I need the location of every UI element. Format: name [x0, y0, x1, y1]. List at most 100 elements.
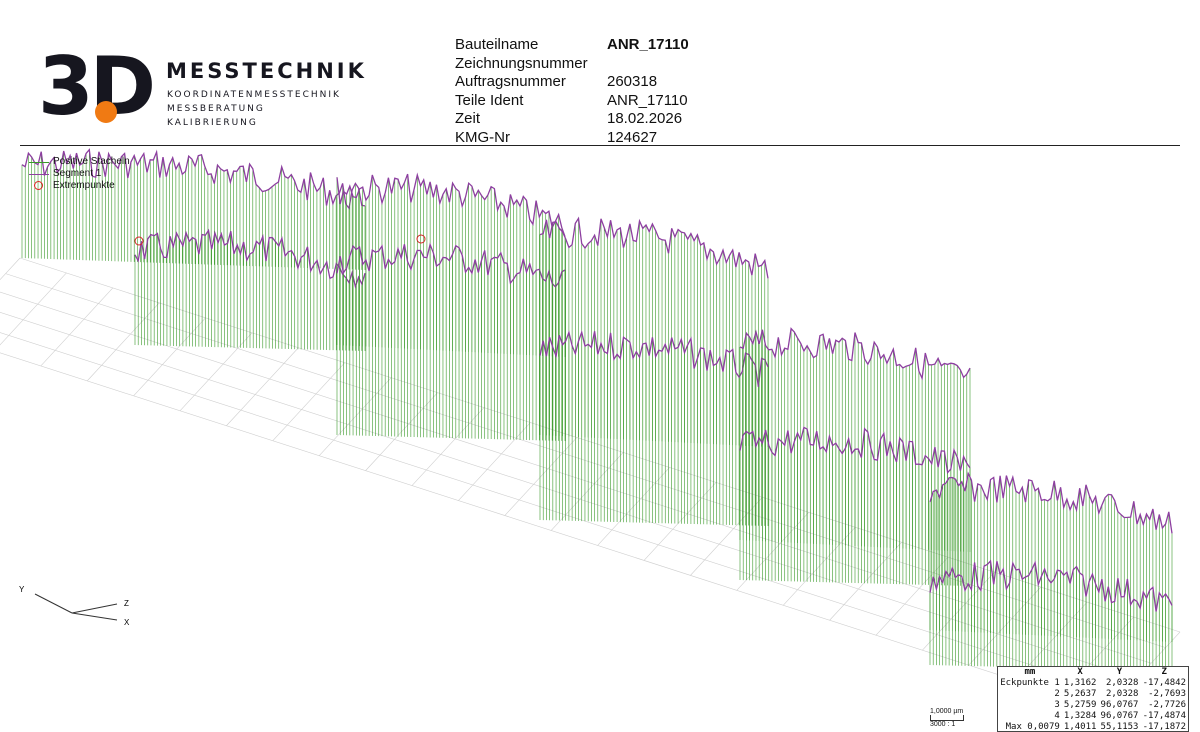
grid-line	[0, 272, 67, 346]
table-cell: 5,2759	[1063, 700, 1097, 710]
segment-1-profile	[929, 559, 1173, 612]
triad-label-z: Z	[124, 599, 129, 608]
company-logo: 3D MESSTECHNIK KOORDINATENMESSTECHNIK ME…	[38, 47, 388, 135]
grid-line	[226, 347, 299, 426]
table-header: Y	[1116, 667, 1123, 677]
axis-triad: Y Z X	[19, 585, 130, 627]
table-header: mm	[1024, 667, 1036, 677]
grid-line	[272, 362, 346, 441]
table-cell: 5,2637	[1063, 689, 1097, 699]
logo-title: MESSTECHNIK	[166, 59, 367, 83]
legend-line-green	[29, 162, 49, 163]
triad-label-y: Y	[19, 585, 25, 594]
legend-item-spikes: Positive Stacheln	[27, 156, 130, 168]
table-cell: 1,3162	[1063, 678, 1097, 688]
part-info-label: Teile Ident	[455, 91, 524, 109]
table-header: Z	[1161, 667, 1167, 677]
segment-1-profile	[134, 228, 366, 290]
grid-line	[411, 407, 485, 486]
table-cell: Max 0,0079	[1005, 722, 1060, 732]
logo-line-3: KALIBRIERUNG	[167, 118, 258, 128]
segment-1-profile	[539, 216, 769, 279]
scale-bar-length: 1,0000 µm	[930, 708, 964, 715]
grid-line	[597, 467, 670, 546]
segment-1-profile	[336, 172, 566, 237]
legend-item-segment: Segment 1	[27, 168, 130, 180]
grid-line	[0, 352, 1109, 711]
grid-line	[179, 332, 253, 412]
table-cell: 96,0767	[1100, 700, 1139, 710]
segment-1-profile	[336, 242, 566, 288]
extreme-point-marker	[416, 234, 426, 244]
grid-line	[318, 377, 392, 456]
legend-label: Segment 1	[53, 168, 102, 179]
grid-line	[504, 437, 578, 516]
legend-label: Extrempunkte	[53, 180, 115, 191]
grid-line	[133, 317, 206, 397]
part-info-label: Zeichnungsnummer	[455, 54, 588, 72]
logo-line-2: MESSBERATUNG	[167, 104, 265, 114]
part-info-row: KMG-Nr 124627	[455, 129, 875, 148]
grid-line	[736, 512, 810, 591]
table-cell: 55,1153	[1100, 722, 1139, 732]
grid-line	[0, 332, 1123, 695]
grid-line	[643, 482, 717, 561]
table-cell: -17,4874	[1142, 711, 1186, 721]
segment-1-profile	[539, 330, 769, 387]
table-cell: -2,7693	[1148, 689, 1186, 699]
part-info-label: Bauteilname	[455, 36, 539, 53]
triad-label-x: X	[124, 618, 130, 627]
part-info-row: Zeit 18.02.2026	[455, 110, 875, 129]
table-row: 4 1,3284 96,0767 -17,4874	[998, 711, 1188, 722]
grid-line	[829, 542, 902, 621]
table-row: 2 5,2637 2,0328 -2,7693	[998, 689, 1188, 700]
part-info-value: ANR_17110	[607, 91, 688, 109]
table-header-row: mm X Y Z	[998, 667, 1188, 678]
grid-line	[968, 586, 1042, 666]
spike-band	[134, 230, 366, 351]
spike-band	[929, 561, 1173, 671]
grid-line	[365, 392, 438, 471]
part-info-value: 260318	[607, 73, 658, 90]
legend-circle-icon	[34, 181, 43, 190]
extreme-point-marker	[134, 236, 144, 246]
header-divider	[20, 145, 1180, 146]
table-cell: 2,0328	[1105, 678, 1139, 688]
spike-band	[336, 244, 566, 441]
grid-line	[690, 497, 763, 576]
legend-label: Positive Stacheln	[53, 156, 130, 167]
segment-1-profile	[739, 426, 971, 475]
part-info-value: 124627	[607, 128, 658, 146]
grid-line	[0, 291, 1152, 664]
spike-band	[739, 427, 971, 586]
grid-line	[782, 527, 856, 606]
part-info-row: Auftragsnummer 260318	[455, 73, 875, 92]
triad-axis-x	[71, 612, 118, 621]
grid-line	[40, 287, 114, 367]
legend-line-purple	[29, 174, 49, 175]
legend: Positive Stacheln Segment 1 Extrempunkte	[27, 156, 130, 192]
table-cell: -17,4842	[1142, 678, 1186, 688]
grid-line	[0, 311, 1137, 680]
table-header: X	[1077, 667, 1083, 677]
part-info-row: Bauteilname ANR_17110	[455, 36, 875, 55]
table-cell: 1,3284	[1063, 711, 1097, 721]
part-info-row: Zeichnungsnummer	[455, 55, 875, 74]
triad-axis-y	[34, 593, 73, 614]
logo-line-1: KOORDINATENMESSTECHNIK	[167, 90, 341, 100]
legend-item-extremes: Extrempunkte	[27, 180, 130, 192]
table-row: Eckpunkte 1 1,3162 2,0328 -17,4842	[998, 678, 1188, 689]
table-cell: 4	[1054, 711, 1060, 721]
spike-band	[539, 331, 769, 526]
part-info-label: KMG-Nr	[455, 128, 510, 146]
part-info-label: Zeit	[455, 110, 481, 127]
part-info-label: Auftragsnummer	[455, 73, 566, 90]
table-cell: 3	[1054, 700, 1060, 710]
part-info-row: Teile Ident ANR_17110	[455, 92, 875, 111]
table-row: Max 0,0079 1,4011 55,1153 -17,1872	[998, 722, 1188, 732]
grid-line	[86, 302, 160, 382]
table-row: 3 5,2759 96,0767 -2,7726	[998, 700, 1188, 711]
scale-bar-ratio: 3000 : 1	[930, 721, 956, 728]
triad-axis-z	[71, 603, 118, 614]
